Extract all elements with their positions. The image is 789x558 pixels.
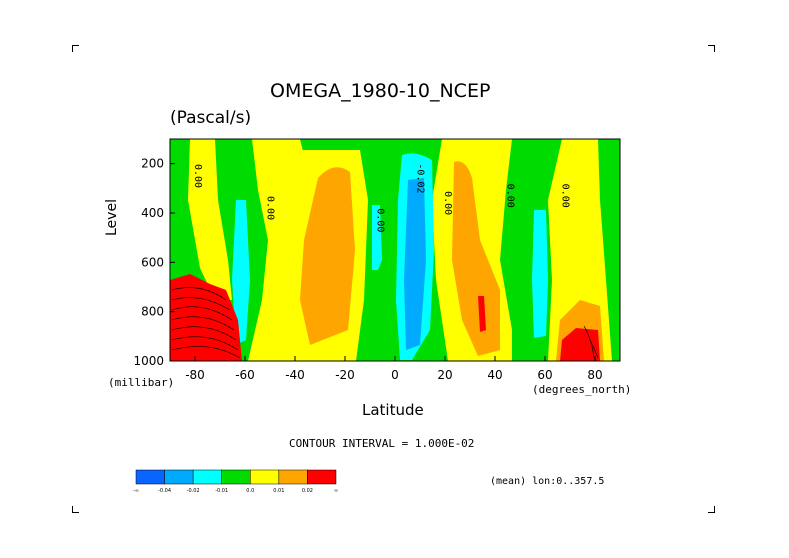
contour-label: -0.02 xyxy=(415,163,426,193)
yellow-region-south xyxy=(188,139,232,300)
contour-labels: 0.00 0.00 0.00 -0.02 0.00 0.00 0.00 xyxy=(192,163,571,232)
colorbar-swatch xyxy=(278,469,308,485)
contour-line xyxy=(171,346,241,359)
contour-line xyxy=(171,297,231,311)
y-tick-label: 600 xyxy=(141,255,164,269)
contour-label: 0.00 xyxy=(442,191,453,215)
x-axis-label: Latitude xyxy=(362,401,424,419)
y-tick-label: 1000 xyxy=(133,354,164,368)
x-tick-label: 40 xyxy=(487,368,502,382)
colorbar: -∞ -0.04 -0.02 -0.01 0.0 0.01 0.02 ∞ xyxy=(133,469,338,494)
contour-line xyxy=(171,336,239,351)
colorbar-swatch xyxy=(135,469,165,485)
x-axis: -80 -60 -40 -20 0 20 40 60 80 xyxy=(185,356,603,382)
colorbar-label: -0.04 xyxy=(158,488,171,494)
y-tick-label: 800 xyxy=(141,305,164,319)
chart-title: OMEGA_1980-10_NCEP xyxy=(270,80,491,102)
colorbar-label: 0.0 xyxy=(246,488,254,494)
red-region-north xyxy=(478,296,486,332)
cyan-region-south xyxy=(232,200,250,345)
contour-label: 0.00 xyxy=(265,196,276,220)
x-tick-label: -20 xyxy=(335,368,355,382)
x-tick-label: -80 xyxy=(185,368,205,382)
y-tick-label: 200 xyxy=(141,157,164,171)
red-region-antarctic xyxy=(170,274,242,361)
x-tick-label: 20 xyxy=(437,368,452,382)
contour-line xyxy=(171,287,227,301)
contour-label: 0.00 xyxy=(505,184,516,208)
contour-line xyxy=(583,325,595,359)
y-tick-label: 400 xyxy=(141,206,164,220)
lightblue-region-north xyxy=(404,178,426,350)
colorbar-label: -0.01 xyxy=(215,488,228,494)
red-region-arctic xyxy=(560,328,600,361)
crop-mark-top-left xyxy=(72,45,79,52)
contour-label: 0.00 xyxy=(375,208,386,232)
y-axis-units: (millibar) xyxy=(108,376,175,389)
x-tick-label: 0 xyxy=(391,368,399,382)
y-axis: 200 400 600 800 1000 xyxy=(133,157,175,368)
crop-mark-bottom-right xyxy=(708,506,715,513)
contour-line xyxy=(171,326,237,341)
colorbar-label: -0.02 xyxy=(187,488,200,494)
x-axis-units: (degrees_north) xyxy=(532,383,632,396)
contour-label: 0.00 xyxy=(192,164,203,188)
crop-mark-top-right xyxy=(708,45,715,52)
x-tick-label: 80 xyxy=(587,368,602,382)
colorbar-label: 0.01 xyxy=(273,488,284,494)
x-tick-label: 60 xyxy=(537,368,552,382)
cyan-region-equator xyxy=(372,205,382,270)
colorbar-swatch xyxy=(164,469,194,485)
x-tick-label: -40 xyxy=(285,368,305,382)
contour-field xyxy=(170,139,620,361)
cyan-region-arctic xyxy=(532,210,548,338)
colorbar-swatch xyxy=(307,469,337,485)
mean-annotation: (mean) lon:0..357.5 xyxy=(490,476,605,487)
crop-mark-bottom-left xyxy=(72,506,79,513)
chart-subtitle: (Pascal/s) xyxy=(170,108,252,128)
colorbar-swatch xyxy=(250,469,280,485)
orange-core-north xyxy=(452,161,500,356)
contour-line xyxy=(171,316,235,331)
colorbar-label: -∞ xyxy=(133,488,139,494)
colorbar-swatch xyxy=(221,469,251,485)
contour-interval: CONTOUR INTERVAL = 1.000E-02 xyxy=(289,437,475,450)
antarctic-contour-lines xyxy=(171,287,599,359)
x-tick-label: -60 xyxy=(235,368,255,382)
contour-label: 0.00 xyxy=(560,184,571,208)
colorbar-label: 0.02 xyxy=(302,488,313,494)
colorbar-swatch xyxy=(192,469,222,485)
colorbar-label: ∞ xyxy=(334,488,338,494)
contour-line xyxy=(171,306,233,321)
orange-core-mid xyxy=(300,167,355,345)
